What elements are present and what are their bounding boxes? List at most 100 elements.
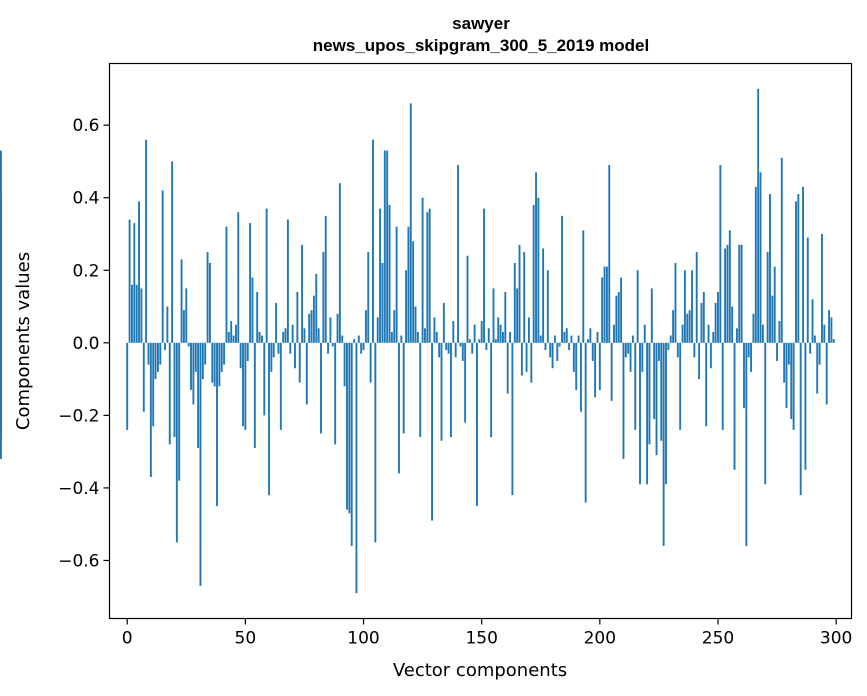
bar-149 [478,339,481,343]
bar-55 [256,292,259,343]
bar-16 [164,342,166,351]
bar-183 [558,342,561,347]
bar-212 [627,342,630,354]
bar-73 [298,342,301,383]
y-axis-label: Components values [13,252,34,430]
bar-193 [582,230,585,343]
bar-252 [721,342,724,430]
bar-151 [483,208,485,343]
bar-34 [206,252,209,343]
bar-43 [227,331,230,343]
bar-78 [310,310,313,343]
bar-281 [790,342,793,419]
bar-204 [608,165,611,343]
bar-251 [719,165,722,343]
bar-236 [683,270,686,343]
bar-144 [466,255,469,343]
bar-288 [806,237,809,343]
bar-203 [605,266,608,343]
bar-113 [393,310,396,343]
x-tick-label: 100 [347,629,379,649]
bar-179 [549,342,552,358]
bar-287 [804,342,807,470]
bar-268 [759,172,762,343]
bar-278 [783,342,786,383]
bar-4 [135,284,138,343]
bar-175 [539,335,542,343]
bar-217 [639,342,641,485]
bar-139 [454,342,457,358]
bar-26 [187,342,190,347]
bar-167 [520,342,523,376]
bar-22 [178,342,181,481]
bar-298 [830,317,833,343]
bar-189 [572,342,575,372]
bar-99 [360,342,363,354]
bar-undefined [0,150,2,343]
y-tick-label: −0.4 [58,479,99,499]
bar-18 [168,342,171,445]
bar-57 [260,335,263,343]
bar-123 [416,331,419,343]
bar-270 [764,342,767,485]
bar-208 [617,292,620,343]
bar-125 [421,197,424,343]
bar-61 [270,342,273,372]
bar-257 [733,342,736,470]
bar-40 [220,342,223,372]
bar-285 [799,342,802,496]
bar-275 [776,342,779,361]
bar-210 [622,342,625,459]
y-tick-label: 0.4 [72,189,99,209]
bar-192 [579,342,582,412]
bar-85 [327,342,330,354]
bar-111 [388,204,391,343]
bar-25 [185,288,188,343]
bar-154 [490,342,493,438]
bar-136 [447,342,450,354]
bar-41 [223,342,226,365]
bar-160 [504,292,507,343]
bar-131 [435,331,438,343]
bar-168 [523,252,526,343]
bar-246 [707,324,710,343]
bar-32 [201,342,204,380]
bar-119 [407,226,410,343]
bar-30 [197,342,200,449]
bar-247 [709,342,712,369]
bar-135 [445,342,448,351]
bar-24 [182,310,185,343]
bar-146 [471,342,474,354]
x-tick-label: 250 [702,629,734,649]
bar-256 [731,306,734,343]
bar-127 [426,212,429,343]
bar-5 [138,201,140,343]
bar-152 [485,342,488,351]
bar-93 [346,342,348,510]
bar-273 [771,295,774,343]
bar-205 [610,342,613,401]
bar-67 [284,328,287,343]
bar-214 [631,335,634,343]
bar-184 [561,215,563,343]
bar-94 [348,342,351,514]
bar-138 [452,321,455,343]
bar-165 [516,288,519,343]
bar-89 [336,313,339,343]
bar-1 [128,219,131,343]
bar-295 [823,324,826,343]
bar-173 [535,172,537,343]
bar-66 [282,331,285,343]
bar-56 [258,331,261,343]
bar-197 [591,342,594,361]
bar-12 [154,342,157,380]
bar-202 [603,266,606,343]
bar-221 [648,342,651,445]
bar-186 [565,328,568,343]
bar-10 [149,342,152,478]
bar-185 [563,331,566,343]
bar-235 [681,324,684,343]
bar-52 [249,223,252,343]
bar-299 [832,339,835,343]
chart-subtitle: news_upos_skipgram_300_5_2019 model [313,36,649,55]
